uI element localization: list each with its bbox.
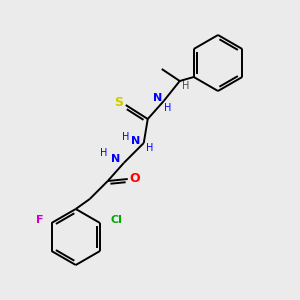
Text: H: H <box>146 143 153 153</box>
Text: H: H <box>100 148 107 158</box>
Text: H: H <box>122 132 129 142</box>
Text: N: N <box>111 154 120 164</box>
Text: F: F <box>36 215 43 225</box>
Text: H: H <box>182 81 189 91</box>
Text: N: N <box>131 136 140 146</box>
Text: H: H <box>164 103 171 113</box>
Text: Cl: Cl <box>110 215 122 225</box>
Text: O: O <box>129 172 140 185</box>
Text: N: N <box>153 93 162 103</box>
Text: S: S <box>114 95 123 109</box>
